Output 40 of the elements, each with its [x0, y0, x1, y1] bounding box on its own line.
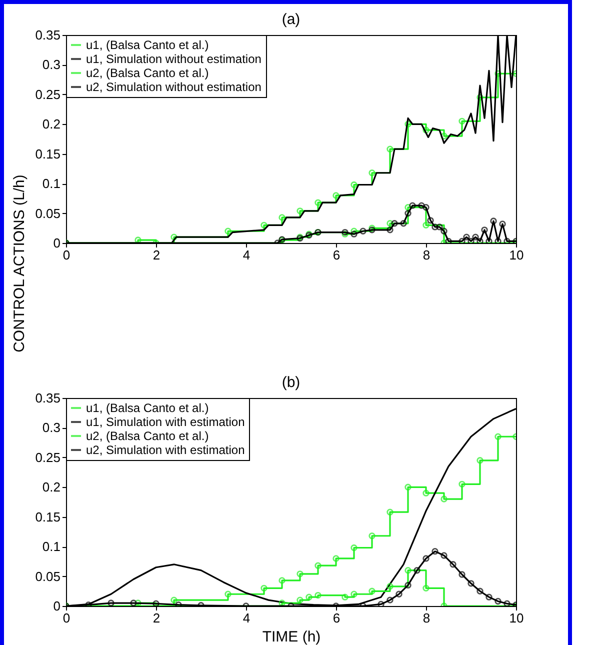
y-tick-label: 0.3: [42, 420, 60, 436]
x-tick-label: 10: [509, 610, 524, 626]
y-tick-label: 0.05: [35, 206, 60, 221]
x-tick-label: 2: [152, 248, 160, 262]
y-tick-label: 0.2: [42, 480, 60, 495]
y-tick-label: 0.25: [35, 450, 60, 465]
x-tick-label: 8: [422, 610, 430, 626]
chart-title: (b): [282, 374, 300, 391]
legend-label: u1, (Balsa Canto et al.): [86, 401, 209, 415]
x-tick-label: 0: [62, 610, 70, 626]
y-tick-label: 0.35: [35, 28, 60, 42]
legend-label: u2, Simulation without estimation: [86, 80, 262, 94]
x-tick-label: 4: [242, 248, 250, 262]
legend-label: u1, Simulation without estimation: [86, 52, 262, 66]
x-axis-title: TIME (h): [262, 628, 321, 645]
y-tick-label: 0.15: [35, 509, 60, 524]
y-tick-label: 0: [53, 236, 60, 250]
y-tick-label: 0.15: [35, 146, 60, 162]
x-tick-label: 6: [332, 610, 340, 626]
y-tick-label: 0.3: [42, 57, 60, 72]
y-tick-label: 0.35: [35, 390, 60, 406]
y-tick-label: 0.1: [42, 176, 60, 192]
x-tick-label: 0: [62, 248, 70, 262]
y-tick-label: 0.25: [35, 86, 60, 102]
legend-label: u1, Simulation with estimation: [86, 415, 245, 429]
legend-label: u1, (Balsa Canto et al.): [86, 38, 209, 52]
legend-label: u2, Simulation with estimation: [86, 443, 245, 457]
y-tick-label: 0: [53, 598, 60, 614]
x-tick-label: 10: [509, 248, 524, 262]
x-tick-label: 4: [242, 610, 250, 626]
legend-label: u2, (Balsa Canto et al.): [86, 429, 209, 443]
x-tick-label: 2: [152, 610, 160, 626]
x-tick-label: 8: [422, 248, 430, 262]
y-tick-label: 0.05: [35, 568, 60, 584]
y-tick-label: 0.2: [42, 116, 60, 132]
y-tick-label: 0.1: [42, 539, 60, 554]
x-tick-label: 6: [332, 248, 340, 262]
chart-title: (a): [282, 11, 300, 28]
y-axis-title: CONTROL ACTIONS (L/h): [11, 174, 28, 352]
legend-label: u2, (Balsa Canto et al.): [86, 66, 209, 80]
